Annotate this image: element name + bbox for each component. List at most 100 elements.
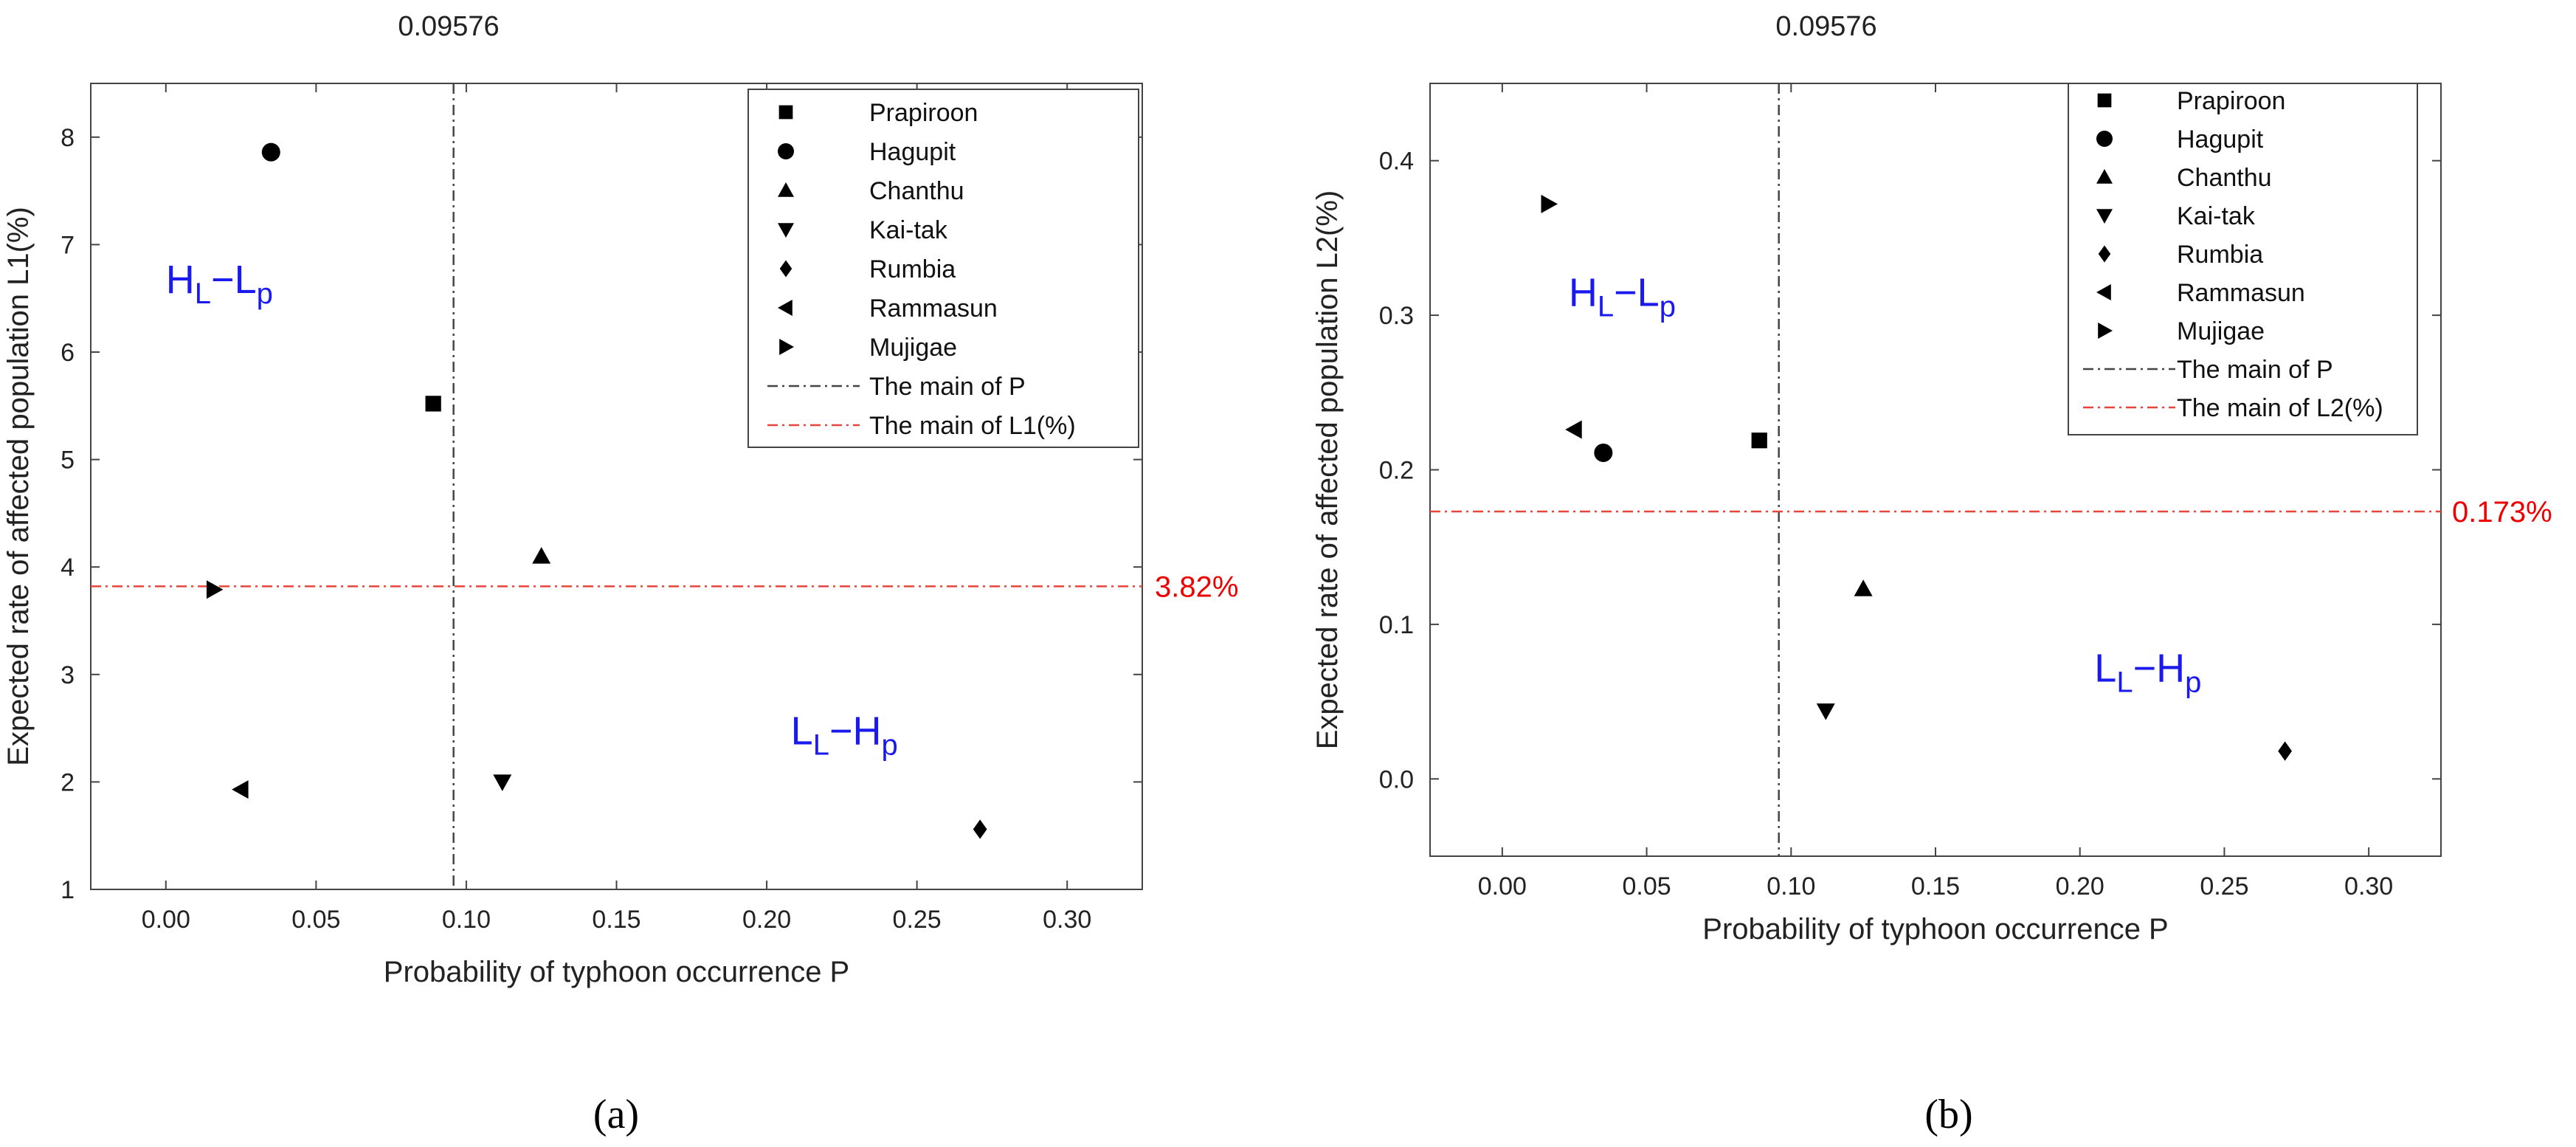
- data-point-chanthu: [532, 547, 551, 564]
- legend-label: Prapiroon: [869, 99, 978, 127]
- legend-marker-kai-tak: [778, 223, 794, 238]
- x-tick-label: 0.10: [1767, 872, 1815, 900]
- x-tick-label: 0.00: [1478, 872, 1527, 900]
- data-point-mujigae: [206, 580, 224, 599]
- legend-label-mean-p: The main of P: [2177, 356, 2333, 384]
- legend-marker-rumbia: [779, 260, 793, 278]
- region-label-subscript: p: [1660, 291, 1676, 323]
- region-label-part: L: [1637, 271, 1660, 315]
- legend-label: Rumbia: [869, 255, 956, 283]
- legend-marker-chanthu: [778, 182, 794, 197]
- region-label-subscript: L: [1598, 291, 1614, 323]
- region-label-part: −: [1614, 271, 1637, 315]
- legend-marker-kai-tak: [2096, 209, 2113, 224]
- legend-label: Hagupit: [869, 138, 956, 166]
- region-label-part: −: [211, 258, 235, 302]
- x-tick-label: 0.25: [893, 906, 942, 934]
- x-tick-label: 0.20: [2056, 872, 2104, 900]
- y-axis-label: Expected rate of affected population L2(…: [1311, 190, 1344, 750]
- data-point-mujigae: [1541, 194, 1558, 213]
- y-tick-label: 4: [61, 554, 75, 582]
- x-tick-label: 0.05: [291, 906, 340, 934]
- data-point-hagupit: [261, 142, 280, 162]
- y-tick-label: 0.4: [1379, 148, 1414, 176]
- legend-marker-rumbia: [2098, 245, 2111, 263]
- legend-marker-chanthu: [2096, 169, 2113, 184]
- legend-label: Mujigae: [869, 334, 957, 362]
- y-tick-label: 2: [61, 768, 75, 796]
- y-tick-label: 1: [61, 876, 75, 904]
- y-tick-label: 6: [61, 339, 75, 367]
- legend-marker-hagupit: [2096, 131, 2113, 147]
- legend-marker-rammasun: [778, 300, 793, 316]
- legend-label: Rammasun: [869, 294, 998, 323]
- legend-label: Prapiroon: [2177, 87, 2285, 115]
- region-label-part: H: [2156, 646, 2185, 690]
- y-tick-label: 0.3: [1379, 302, 1414, 330]
- region-label-part: L: [2094, 646, 2116, 690]
- region-label-subscript: p: [257, 278, 273, 310]
- y-tick-label: 0.2: [1379, 457, 1414, 485]
- data-point-prapiroon: [425, 396, 441, 412]
- legend-label-mean-p: The main of P: [869, 373, 1026, 401]
- x-tick-label: 0.15: [592, 906, 640, 934]
- region-label: LL−Hp: [791, 709, 898, 761]
- region-label-subscript: p: [881, 728, 897, 761]
- x-tick-label: 0.30: [2344, 872, 2393, 900]
- data-point-prapiroon: [1751, 433, 1767, 449]
- legend-label: Kai-tak: [2177, 202, 2256, 230]
- region-label-part: L: [791, 709, 813, 753]
- data-point-kai-tak: [493, 774, 512, 791]
- y-tick-label: 0.0: [1379, 765, 1414, 793]
- region-label-part: H: [852, 709, 881, 753]
- legend-box: [747, 89, 1139, 448]
- data-point-kai-tak: [1816, 703, 1835, 720]
- y-tick-label: 7: [61, 231, 75, 259]
- x-tick-label: 0.15: [1911, 872, 1960, 900]
- data-point-hagupit: [1594, 443, 1613, 462]
- mean-l-label: 0.173%: [2452, 496, 2552, 528]
- legend-label: Rammasun: [2177, 279, 2305, 307]
- x-tick-label: 0.30: [1043, 906, 1091, 934]
- mean-l-label: 3.82%: [1155, 571, 1238, 603]
- region-label-subscript: L: [195, 278, 211, 310]
- region-label-subscript: L: [2116, 666, 2133, 698]
- y-tick-label: 5: [61, 447, 75, 475]
- chart-panel-b: 0.00 0.05 0.10 0.15 0.20 0.25 0.30 0.0 0.1 0.2 0.3…: [1311, 11, 2552, 1137]
- legend-marker-rammasun: [2096, 284, 2111, 300]
- region-label-part: L: [235, 258, 257, 302]
- data-point-chanthu: [1854, 579, 1873, 596]
- y-tick-label: 8: [61, 124, 75, 152]
- legend-label: Mujigae: [2177, 317, 2265, 345]
- region-label-part: H: [166, 258, 195, 302]
- x-tick-label: 0.20: [742, 906, 791, 934]
- x-axis-label: Probability of typhoon occurrence P: [384, 956, 849, 988]
- region-label-subscript: L: [813, 728, 829, 761]
- mean-p-label: 0.09576: [398, 11, 499, 42]
- region-label-subscript: p: [2185, 666, 2201, 698]
- legend-marker-hagupit: [778, 143, 794, 159]
- legend-marker-mujigae: [2098, 323, 2113, 339]
- data-point-rammasun: [232, 780, 249, 799]
- legend-label: Kai-tak: [869, 216, 948, 244]
- x-tick-label: 0.10: [442, 906, 491, 934]
- legend-label: Chanthu: [869, 177, 964, 205]
- x-axis-label: Probability of typhoon occurrence P: [1702, 913, 2168, 946]
- legend-label: Hagupit: [2177, 125, 2264, 154]
- panel-label: (a): [593, 1092, 639, 1137]
- y-tick-label: 3: [61, 661, 75, 689]
- legend-marker-prapiroon: [2097, 93, 2112, 108]
- region-label: HL−Lp: [1569, 271, 1676, 323]
- legend-label-mean-l: The main of L2(%): [2177, 394, 2383, 422]
- legend-label: Chanthu: [2177, 164, 2272, 192]
- x-tick-label: 0.25: [2200, 872, 2248, 900]
- x-tick-label: 0.00: [142, 906, 190, 934]
- region-label-part: −: [829, 709, 853, 753]
- data-point-rumbia: [973, 819, 987, 839]
- legend-label-mean-l: The main of L1(%): [869, 412, 1076, 440]
- legend-box: [2068, 83, 2418, 435]
- chart-panel-a: 0.00 0.05 0.10 0.15 0.20 0.25 0.30 1 2 3 4 5 6 7 8 0.09…: [2, 11, 1238, 1137]
- y-axis-label: Expected rate of affected population L1(…: [2, 207, 35, 766]
- x-tick-label: 0.05: [1622, 872, 1671, 900]
